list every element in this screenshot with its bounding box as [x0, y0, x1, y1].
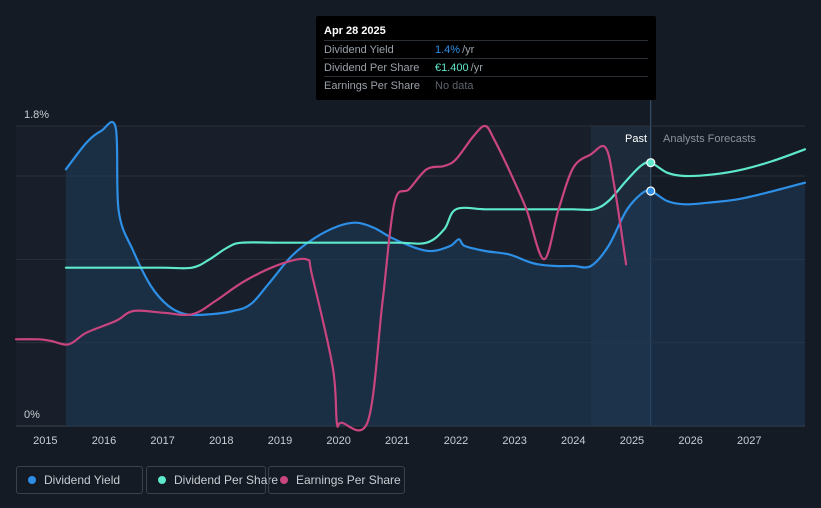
x-tick-label: 2021 [385, 435, 409, 447]
dividend-per-share-line [64, 148, 807, 270]
x-axis: 2015 2016 2017 2018 2019 2020 2021 2022 2023 2024… [33, 435, 761, 447]
dividend-yield-marker [646, 186, 656, 196]
tooltip-value: €1.400/yr [435, 62, 483, 74]
tooltip-value: No data [435, 80, 476, 92]
tooltip-value: 1.4%/yr [435, 44, 474, 56]
x-tick-label: 2015 [33, 435, 57, 447]
x-tick-label: 2020 [326, 435, 350, 447]
tooltip-row-dividend-per-share: Dividend Per Share €1.400/yr [324, 58, 648, 77]
tooltip-value-number: No data [435, 80, 474, 92]
y-axis: 1.8% 0% [24, 109, 49, 421]
legend-label: Dividend Per Share [174, 473, 279, 487]
legend-item-dividend-yield[interactable]: Dividend Yield [16, 466, 143, 494]
x-tick-label: 2024 [561, 435, 585, 447]
x-tick-label: 2026 [678, 435, 702, 447]
legend-dot-icon [158, 476, 166, 484]
y-tick-label: 0% [24, 409, 40, 421]
series-areas [65, 122, 805, 426]
dividend-yield-area [65, 122, 805, 426]
x-tick-label: 2022 [444, 435, 468, 447]
series-lines [14, 121, 807, 432]
legend-dot-icon [280, 476, 288, 484]
x-tick-label: 2016 [92, 435, 116, 447]
tooltip-row-dividend-yield: Dividend Yield 1.4%/yr [324, 40, 648, 59]
x-tick-label: 2023 [502, 435, 526, 447]
legend-label: Dividend Yield [44, 473, 121, 487]
y-tick-label: 1.8% [24, 109, 49, 121]
tooltip-label: Dividend Yield [324, 44, 394, 56]
x-tick-label: 2025 [620, 435, 644, 447]
dividend-per-share-marker [646, 158, 656, 168]
x-tick-label: 2027 [737, 435, 761, 447]
series-markers [646, 158, 656, 196]
tooltip: Apr 28 2025 Dividend Yield 1.4%/yr Divid… [316, 16, 656, 100]
tooltip-label: Earnings Per Share [324, 80, 420, 92]
tooltip-label: Dividend Per Share [324, 62, 420, 74]
past-label: Past [625, 133, 647, 145]
dividend-yield-line [64, 121, 807, 317]
x-tick-label: 2019 [268, 435, 292, 447]
legend-dot-icon [28, 476, 36, 484]
legend-item-earnings-per-share[interactable]: Earnings Per Share [268, 466, 405, 494]
tooltip-date: Apr 28 2025 [324, 25, 386, 37]
forecast-label: Analysts Forecasts [663, 133, 756, 145]
tooltip-unit: /yr [470, 62, 483, 74]
tooltip-value-number: €1.400 [435, 62, 469, 74]
tooltip-unit: /yr [462, 44, 475, 56]
x-tick-label: 2018 [209, 435, 233, 447]
legend-label: Earnings Per Share [296, 473, 401, 487]
earnings-per-share-line [14, 124, 628, 432]
x-tick-label: 2017 [150, 435, 174, 447]
legend-item-dividend-per-share[interactable]: Dividend Per Share [146, 466, 278, 494]
tooltip-value-number: 1.4% [435, 44, 461, 56]
tooltip-row-earnings-per-share: Earnings Per Share No data [324, 76, 648, 95]
